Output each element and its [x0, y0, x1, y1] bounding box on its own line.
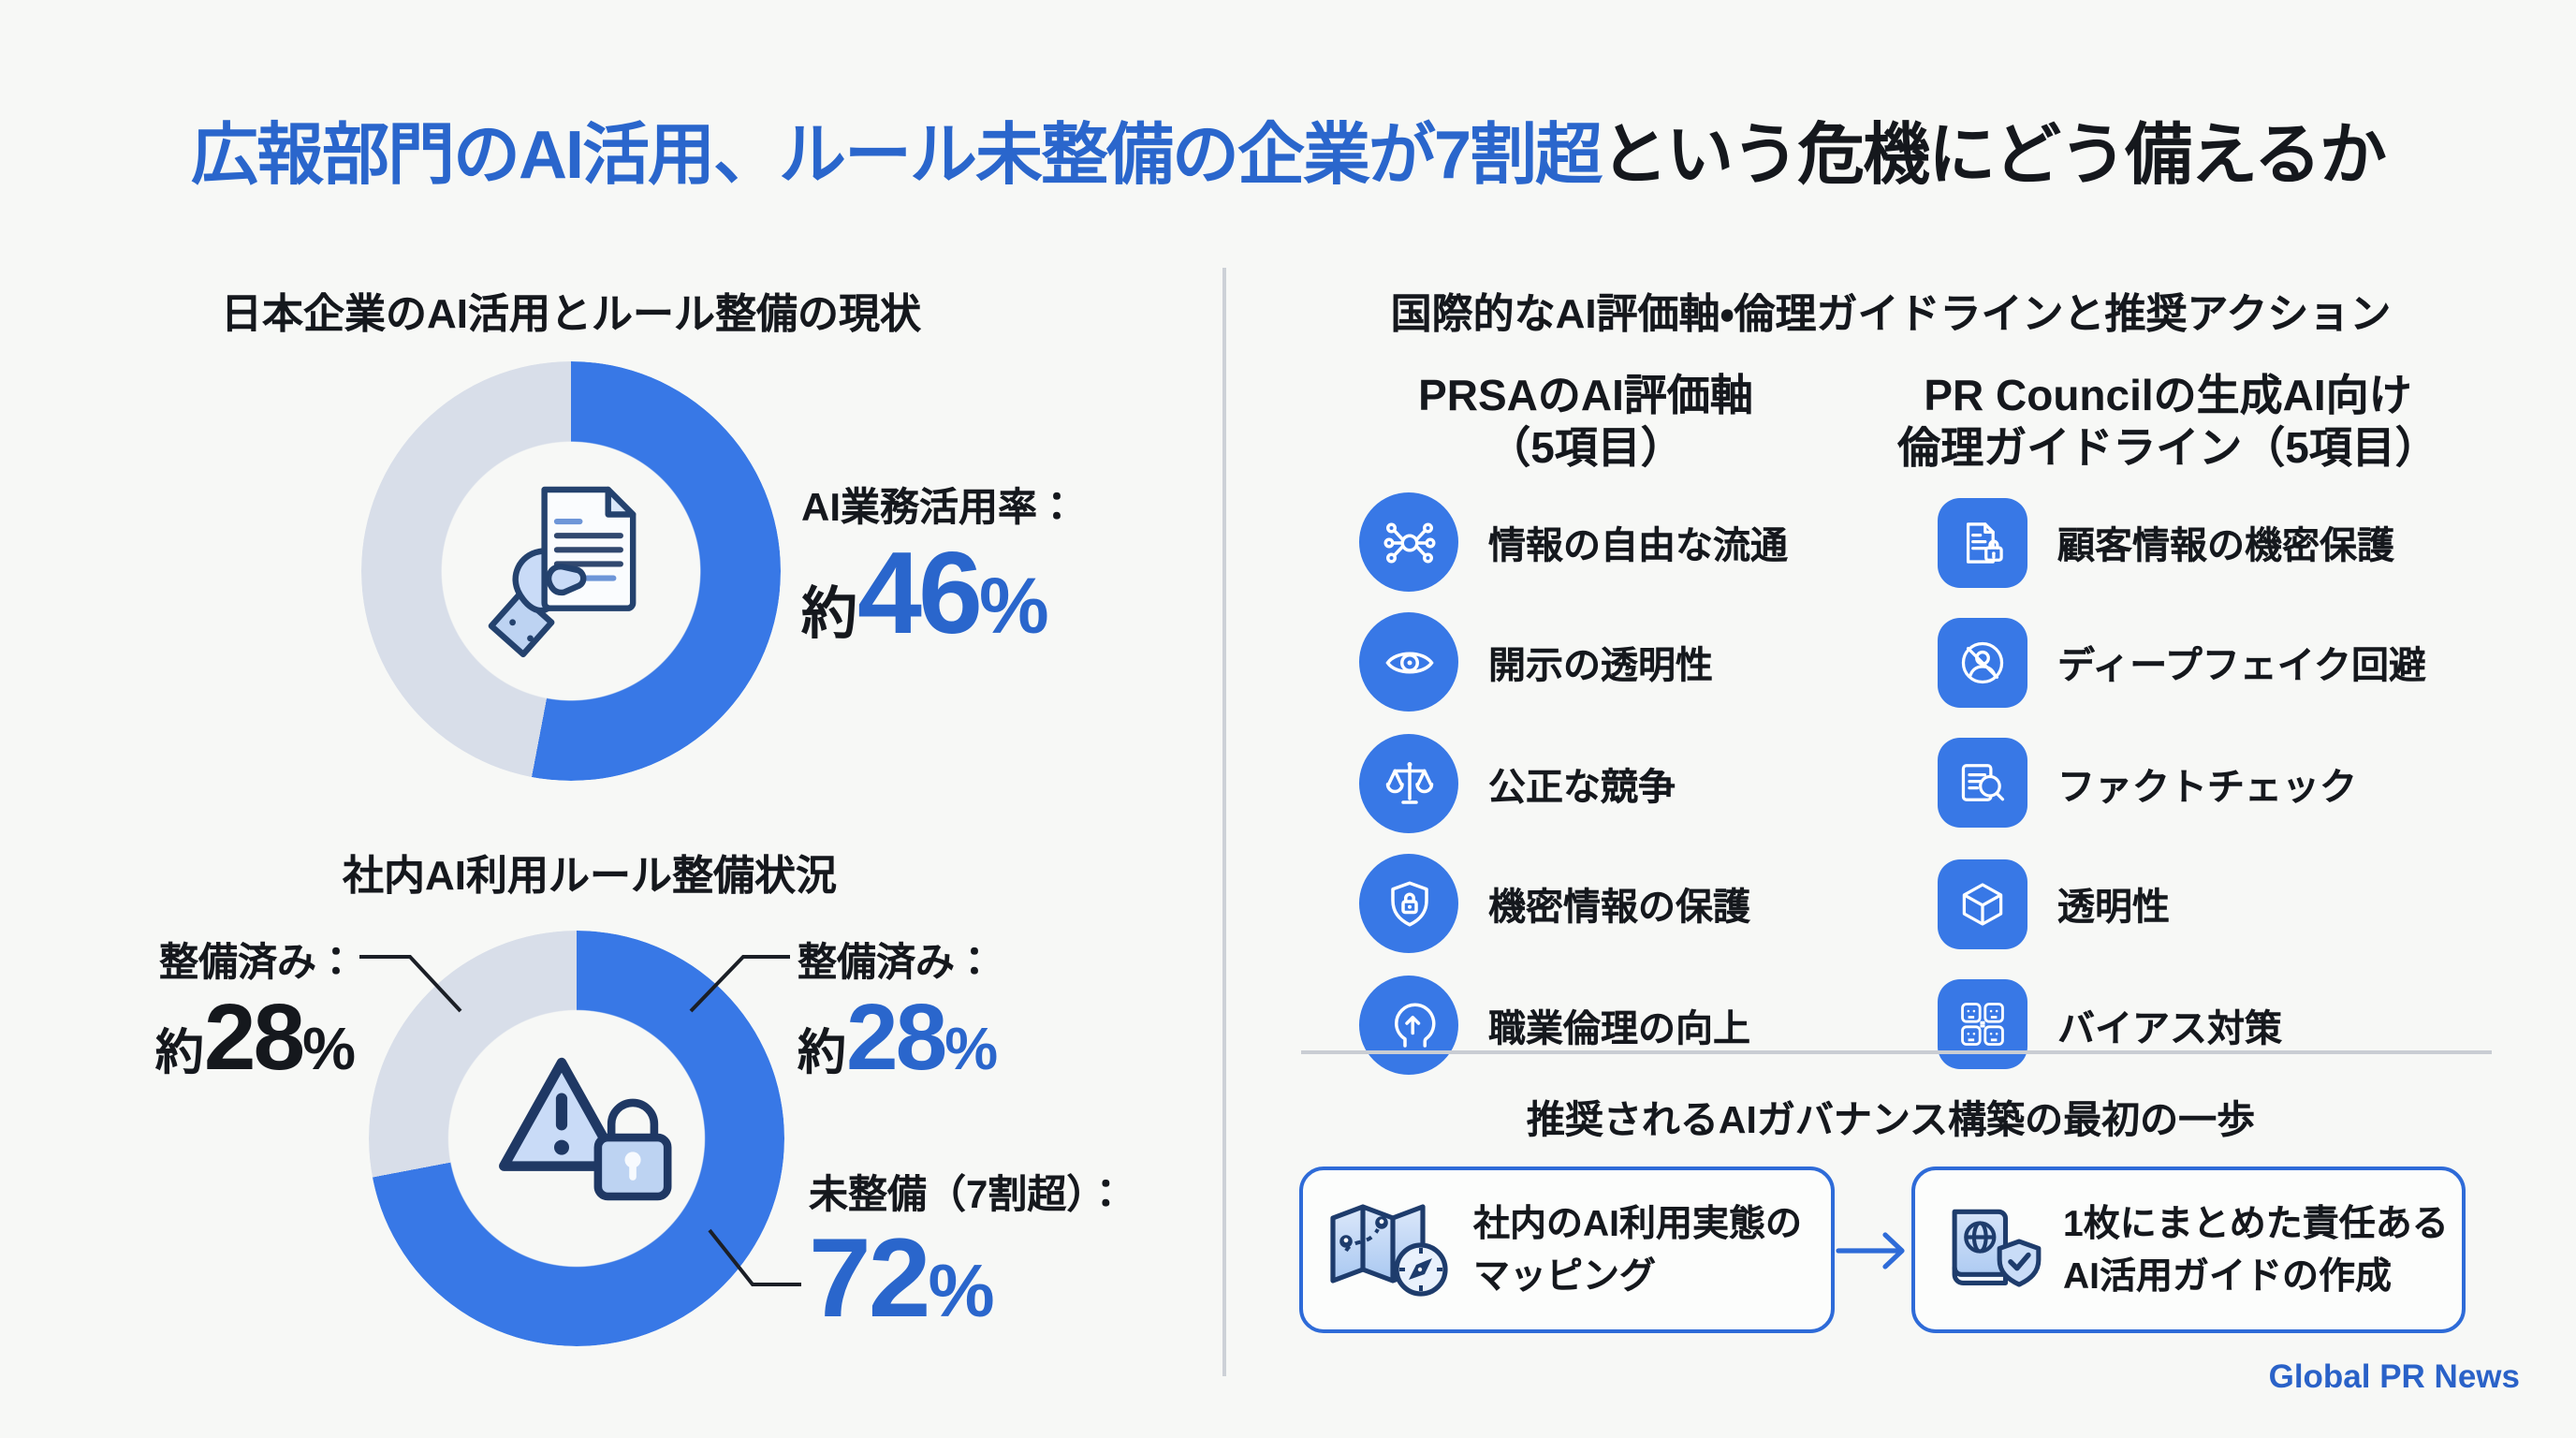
- callout-prepared-right: 整備済み： 約 28%: [798, 942, 999, 1090]
- arrow-right-icon: [1836, 1232, 1905, 1269]
- prsa-list: 情報の自由な流通 開示の透明性: [1359, 492, 1788, 1095]
- list-item: 機密情報の保護: [1359, 854, 1788, 954]
- item-label: 情報の自由な流通: [1488, 526, 1788, 567]
- horizontal-divider: [1301, 1050, 2492, 1053]
- cube-icon: [1938, 858, 2027, 949]
- item-label: ファクトチェック: [2057, 767, 2357, 809]
- eye-icon: [1359, 612, 1458, 712]
- folded-map-compass-icon: [1325, 1197, 1456, 1302]
- list-item: 公正な競争: [1359, 733, 1788, 833]
- item-label: 透明性: [2057, 888, 2170, 930]
- document-lock-icon: [1938, 497, 2027, 587]
- guidelines-heading: 国際的なAI評価軸・倫理ガイドラインと推奨アクション: [1390, 290, 2392, 337]
- prsa-subheading: PRSAのAI評価軸 （5項目）: [1418, 371, 1753, 471]
- ai-usage-value: 約 46%: [801, 530, 1049, 659]
- list-item: ファクトチェック: [1938, 734, 2426, 833]
- scales-icon: [1359, 733, 1458, 833]
- list-item: 顧客情報の機密保護: [1938, 492, 2426, 592]
- step-1-text: 社内のAI利用実態の マッピング: [1473, 1203, 1803, 1297]
- action-step-2: 1枚にまとめた責任ある AI活用ガイドの作成: [1911, 1167, 2466, 1333]
- ai-usage-label: AI業務活用率：: [801, 487, 1076, 530]
- action-step-1: 社内のAI利用実態の マッピング: [1299, 1167, 1835, 1333]
- ai-usage-callout: AI業務活用率： 約 46%: [801, 477, 1076, 653]
- title-rest: という危機にどう備えるか: [1601, 116, 2387, 193]
- page-title: 広報部門のAI活用、ルール未整備の企業が7割超という危機にどう備えるか: [0, 101, 2576, 198]
- donut-chart-rules: [369, 931, 784, 1346]
- list-item: 開示の透明性: [1359, 612, 1788, 712]
- item-label: 機密情報の保護: [1488, 888, 1750, 930]
- item-label: バイアス対策: [2057, 1008, 2282, 1050]
- item-label: 顧客情報の機密保護: [2057, 526, 2394, 567]
- title-highlight: 広報部門のAI活用、ルール未整備の企業が7割超: [191, 116, 1603, 193]
- chart1-heading: 日本企業のAI活用とルール整備の現状: [220, 290, 921, 337]
- action-heading: 推奨されるAIガバナンス構築の最初の一歩: [1526, 1099, 2256, 1142]
- list-item: バイアス対策: [1938, 975, 2426, 1074]
- shield-lock-icon: [1359, 854, 1458, 954]
- list-item: 透明性: [1938, 854, 2426, 953]
- callout-unprepared: 未整備（7割超）： 72%: [809, 1174, 1126, 1341]
- list-item: 情報の自由な流通: [1359, 492, 1788, 592]
- bias-faces-icon: [1938, 979, 2027, 1070]
- network-icon: [1359, 492, 1458, 592]
- list-item: ディープフェイク回避: [1938, 613, 2426, 712]
- warning-lock-icon: [369, 931, 784, 1346]
- item-label: ディープフェイク回避: [2057, 646, 2426, 688]
- donut-chart-ai-usage: [361, 361, 781, 781]
- pr-council-list: 顧客情報の機密保護 ディープフェイク回避: [1938, 492, 2426, 1095]
- head-growth-icon: [1359, 975, 1458, 1075]
- item-label: 開示の透明性: [1488, 646, 1713, 688]
- list-item: 職業倫理の向上: [1359, 975, 1788, 1075]
- item-label: 職業倫理の向上: [1488, 1008, 1750, 1050]
- fact-check-icon: [1938, 738, 2027, 829]
- guidebook-shield-icon: [1938, 1199, 2046, 1300]
- no-deepfake-icon: [1938, 617, 2027, 708]
- callout-prepared-left: 整備済み： 約 28%: [154, 942, 356, 1090]
- brand-logo: Global PR News: [2268, 1357, 2520, 1395]
- step-2-text: 1枚にまとめた責任ある AI活用ガイドの作成: [2063, 1203, 2449, 1297]
- pr-council-subheading: PR Councilの生成AI向け 倫理ガイドライン（5項目）: [1897, 371, 2438, 471]
- item-label: 公正な競争: [1488, 767, 1676, 809]
- robot-hand-document-icon: [361, 361, 781, 781]
- vertical-divider: [1222, 268, 1226, 1376]
- chart2-heading: 社内AI利用ルール整備状況: [342, 852, 837, 899]
